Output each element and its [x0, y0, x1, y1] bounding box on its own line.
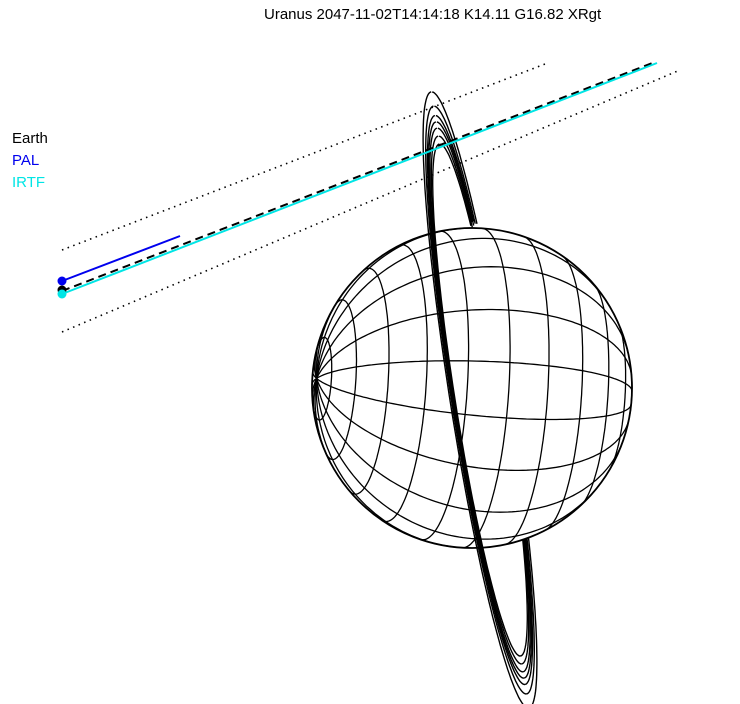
ring-back-arc — [434, 105, 535, 695]
irtf-marker — [57, 289, 67, 299]
longitude-line — [316, 360, 633, 391]
lower-dotted-line — [61, 69, 681, 333]
longitude-line — [311, 377, 317, 385]
legend-pal-label: PAL — [12, 152, 40, 169]
longitude-line — [315, 378, 459, 549]
pal-track — [61, 235, 181, 282]
ring-front-arc — [425, 105, 527, 695]
legend-pal: PAL — [12, 152, 39, 169]
pal-marker — [57, 276, 67, 286]
ring-front-arc — [426, 114, 526, 686]
legend-earth-label: Earth — [12, 130, 48, 147]
latitude-line — [504, 236, 550, 546]
legend-irtf: IRTF — [12, 174, 45, 191]
ring-back-arc — [437, 127, 531, 673]
longitude-line — [315, 294, 343, 379]
latitude-line — [463, 227, 511, 549]
ring-back-arc — [436, 121, 533, 679]
latitude-line — [628, 379, 633, 417]
longitude-line — [315, 378, 601, 540]
longitude-line — [315, 337, 321, 379]
latitude-line — [609, 324, 627, 469]
observatory-tracks — [57, 61, 658, 299]
longitude-line — [312, 371, 318, 379]
longitude-line — [315, 266, 629, 379]
ring-front-arc — [432, 143, 521, 657]
plot-title: Uranus 2047-11-02T14:14:18 K14.11 G16.82… — [264, 6, 602, 23]
latitude-line — [545, 255, 584, 531]
longitude-line — [316, 308, 633, 379]
ring-back-arc — [440, 143, 528, 657]
longitude-line — [312, 378, 318, 420]
longitude-line — [315, 378, 624, 513]
irtf-track — [61, 62, 658, 295]
rings-front — [422, 91, 527, 704]
earth-track — [61, 61, 656, 292]
ring-back-arc — [438, 135, 530, 665]
longitude-line — [314, 378, 333, 465]
longitude-line — [315, 227, 482, 379]
ring-front-arc — [430, 135, 522, 665]
rings-back — [431, 91, 538, 704]
longitude-line — [315, 237, 612, 379]
longitude-line — [313, 357, 318, 379]
upper-dotted-line — [61, 63, 546, 251]
ring-back-arc — [435, 114, 534, 686]
longitude-line — [315, 378, 630, 472]
ring-back-arc — [431, 91, 538, 704]
ring-front-arc — [422, 91, 524, 704]
uranus-globe — [311, 227, 633, 549]
legend-earth: Earth — [12, 130, 48, 147]
shadow-limit-lines — [61, 63, 681, 333]
longitude-line — [316, 377, 632, 421]
legend-irtf-label: IRTF — [12, 174, 46, 191]
